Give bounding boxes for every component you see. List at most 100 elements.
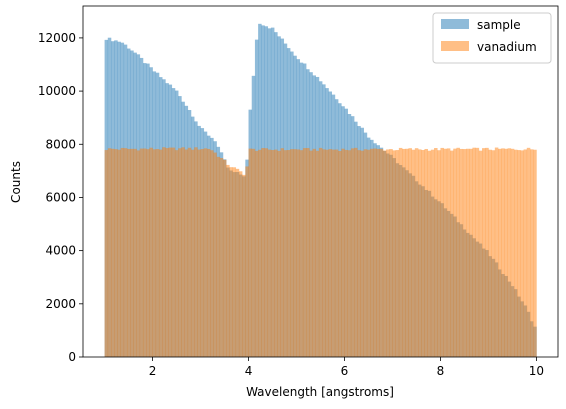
vanadium-bar (290, 149, 294, 357)
vanadium-bar (194, 147, 198, 357)
vanadium-bar (190, 149, 195, 357)
vanadium-bar (526, 147, 531, 357)
vanadium-bar (530, 149, 534, 357)
vanadium-bar (402, 148, 406, 357)
vanadium-bar (418, 149, 422, 357)
vanadium-bar (440, 147, 444, 357)
vanadium-bar (200, 149, 205, 357)
vanadium-bar (469, 148, 473, 357)
vanadium-bar (434, 148, 438, 357)
vanadium-bar (213, 152, 217, 357)
vanadium-bar (488, 149, 492, 357)
vanadium-bar (229, 167, 233, 357)
vanadium-bar (347, 150, 352, 357)
vanadium-bar (514, 149, 518, 357)
vanadium-bar (146, 149, 150, 357)
vanadium-bar (354, 147, 358, 357)
vanadium-bar (238, 171, 243, 357)
vanadium-bar (152, 149, 157, 357)
vanadium-bar (501, 148, 505, 357)
plot-frame (82, 5, 559, 358)
vanadium-bar (248, 148, 253, 357)
vanadium-bar (421, 150, 425, 357)
vanadium-bar (165, 148, 169, 357)
vanadium-bar (466, 148, 470, 357)
x-tick-label: 10 (529, 364, 544, 378)
vanadium-bar (235, 168, 240, 357)
vanadium-bar (395, 150, 400, 357)
vanadium-bar (344, 149, 348, 357)
vanadium-bar (242, 174, 246, 357)
vanadium-bar (478, 150, 483, 357)
vanadium-bar (350, 148, 355, 357)
vanadium-bar (158, 149, 163, 357)
x-tick-label: 8 (437, 364, 445, 378)
vanadium-bar (114, 149, 118, 357)
vanadium-bar (507, 148, 512, 357)
vanadium-bar (245, 166, 249, 357)
vanadium-bar (331, 149, 336, 357)
vanadium-bar (181, 147, 185, 357)
vanadium-bar (414, 148, 419, 357)
legend-label-sample: sample (477, 18, 521, 32)
vanadium-bar (171, 147, 176, 357)
vanadium-bar (184, 149, 189, 357)
vanadium-bar (296, 149, 301, 357)
vanadium-bar (104, 150, 109, 357)
vanadium-bar (306, 148, 310, 357)
vanadium-bar (366, 149, 371, 357)
vanadium-bar (283, 150, 288, 357)
vanadium-bar (203, 148, 208, 357)
vanadium-bar (142, 148, 147, 357)
vanadium-bar (494, 147, 499, 357)
vanadium-bar (533, 149, 537, 357)
vanadium-bar (363, 149, 368, 357)
vanadium-bar (149, 147, 153, 357)
y-tick-label: 10000 (38, 84, 76, 98)
vanadium-bars (104, 147, 537, 357)
vanadium-bar (286, 150, 291, 357)
vanadium-bar (462, 149, 467, 357)
vanadium-bar (523, 149, 528, 357)
vanadium-bar (405, 148, 409, 357)
vanadium-bar (411, 149, 416, 357)
vanadium-bar (376, 148, 380, 357)
vanadium-bar (130, 148, 134, 357)
vanadium-bar (408, 148, 412, 357)
y-tick-label: 4000 (45, 244, 76, 258)
vanadium-bar (174, 150, 179, 357)
vanadium-bar (338, 151, 342, 357)
vanadium-bar (491, 150, 496, 357)
vanadium-bar (251, 148, 256, 357)
vanadium-bar (437, 150, 441, 357)
vanadium-bar (219, 158, 224, 357)
vanadium-bar (110, 148, 115, 357)
y-tick-label: 12000 (38, 31, 76, 45)
vanadium-bar (453, 148, 457, 357)
vanadium-bar (216, 156, 221, 357)
vanadium-bar (267, 149, 272, 357)
vanadium-bar (510, 148, 515, 357)
legend-label-vanadium: vanadium (477, 40, 537, 54)
legend-swatch-sample (441, 19, 469, 29)
vanadium-bar (386, 149, 390, 357)
vanadium-bar (206, 148, 211, 357)
x-tick-label: 2 (149, 364, 157, 378)
vanadium-bar (254, 150, 259, 357)
vanadium-bar (325, 149, 329, 357)
vanadium-bar (270, 150, 275, 357)
y-tick-label: 8000 (45, 137, 76, 151)
vanadium-bar (334, 149, 339, 357)
vanadium-bar (168, 147, 173, 357)
vanadium-bar (117, 149, 121, 357)
legend-swatch-vanadium (441, 41, 469, 51)
vanadium-bar (498, 148, 502, 357)
vanadium-bar (379, 148, 384, 357)
vanadium-bar (443, 148, 448, 357)
vanadium-bar (475, 147, 480, 357)
vanadium-bar (107, 148, 112, 357)
vanadium-bar (226, 164, 230, 357)
vanadium-bar (517, 150, 521, 357)
vanadium-bar (232, 167, 237, 357)
